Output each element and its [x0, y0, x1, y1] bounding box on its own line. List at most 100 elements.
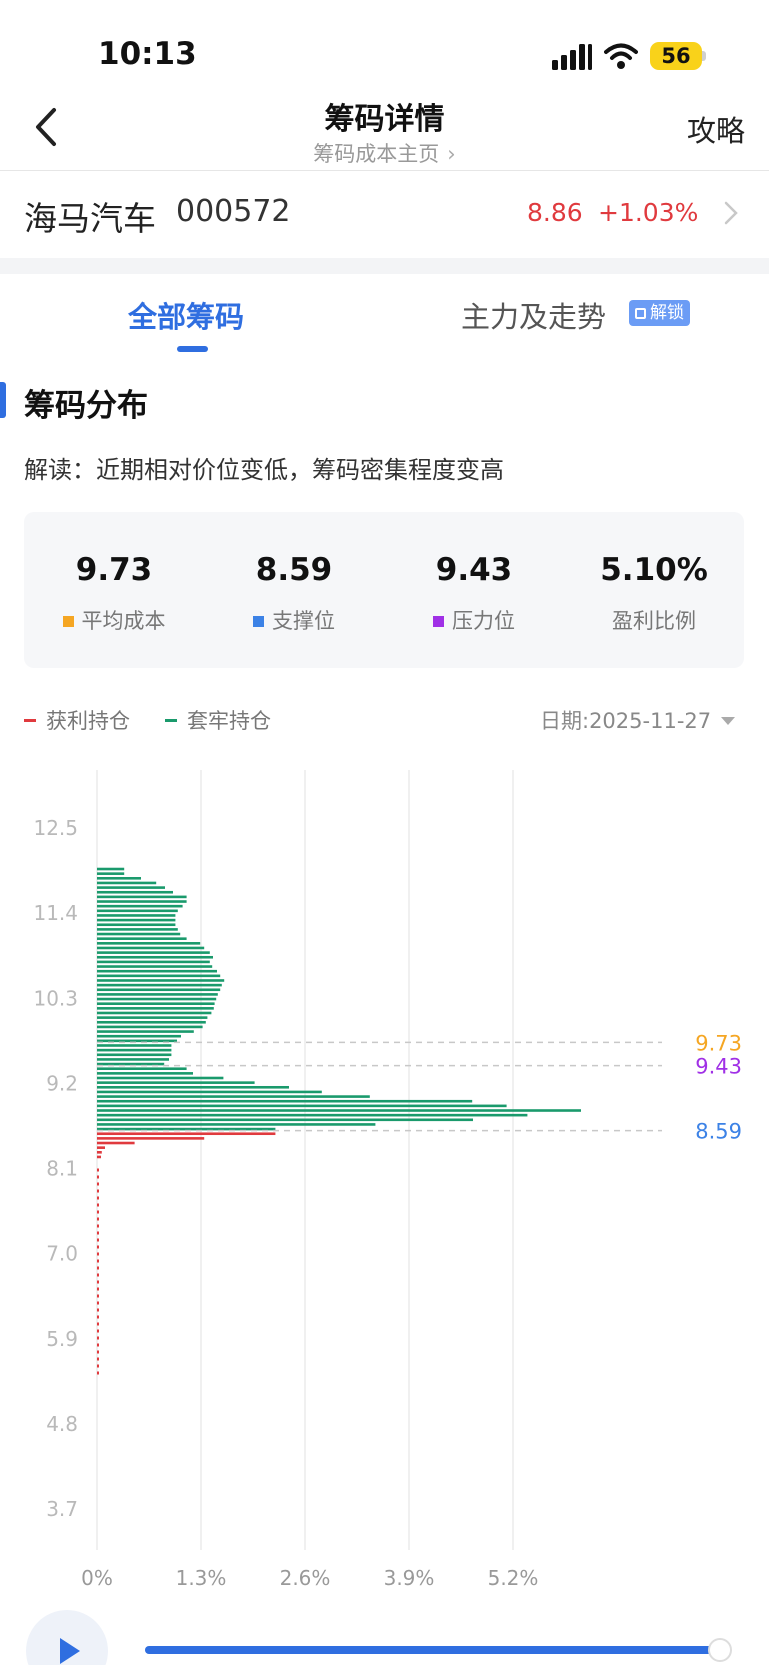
stat-pressure: 9.43 压力位: [384, 512, 564, 668]
y-tick-label: 12.5: [33, 816, 78, 840]
legend-label: 获利持仓: [46, 709, 130, 733]
stat-label: 支撑位: [272, 609, 335, 633]
section-separator: [0, 258, 769, 274]
stat-average-cost: 9.73 平均成本: [24, 512, 204, 668]
guide-button[interactable]: 攻略: [686, 114, 745, 148]
chip-bar: [97, 1085, 289, 1089]
x-tick-label: 2.6%: [280, 1566, 331, 1590]
section-title: 筹码分布: [24, 388, 148, 424]
pressure-dot: [433, 616, 444, 627]
date-selector[interactable]: 日期:2025-11-27: [540, 705, 736, 735]
chip-bar: [97, 965, 213, 968]
y-tick-label: 4.8: [46, 1412, 78, 1436]
chip-bar: [97, 1020, 206, 1024]
chip-bar: [97, 1034, 181, 1038]
chip-bar: [97, 979, 225, 982]
play-button[interactable]: [26, 1610, 108, 1665]
cost-home-label: 筹码成本主页: [313, 142, 440, 166]
lock-icon: [635, 308, 646, 319]
page-title: 筹码详情: [324, 102, 445, 137]
chip-bar: [97, 904, 183, 908]
chip-bar: [97, 923, 176, 927]
chip-bar: [97, 1076, 224, 1080]
chip-bar: [97, 960, 210, 964]
stock-name: 海马汽车: [24, 199, 156, 238]
legend-label: 套牢持仓: [187, 709, 271, 733]
chip-bar: [97, 895, 187, 899]
chip-bar: [97, 890, 173, 894]
y-tick-label: 8.1: [46, 1157, 78, 1181]
stock-price: 8.86: [527, 198, 583, 227]
chip-bar: [97, 1146, 105, 1149]
legend-trapped: 套牢持仓: [165, 705, 271, 735]
chip-bar: [97, 867, 125, 871]
stat-value: 9.43: [435, 552, 513, 588]
chip-bar: [97, 1104, 507, 1108]
x-tick-label: 0%: [81, 1566, 113, 1590]
chip-bar: [97, 1030, 194, 1033]
stat-value: 5.10%: [600, 552, 708, 588]
tab-all-chips[interactable]: 全部筹码: [128, 300, 245, 334]
tab-main-force[interactable]: 主力及走势: [461, 300, 607, 334]
chip-bar: [97, 1048, 172, 1052]
chip-bar: [97, 886, 165, 889]
interpretation-text: 解读：近期相对价位变低，筹码密集程度变高: [24, 456, 504, 484]
stats-panel: 9.73 平均成本 8.59 支撑位 9.43 压力位 5.10% 盈利比例: [24, 512, 744, 668]
chip-bar: [97, 932, 181, 936]
timeline-slider[interactable]: [145, 1646, 721, 1654]
chip-bar: [97, 937, 187, 940]
active-tab-indicator: [177, 346, 208, 352]
wifi-icon: [604, 43, 638, 69]
y-tick-label: 9.2: [46, 1071, 78, 1095]
chip-distribution-chart: 0% 1.3% 2.6% 3.9% 5.2% 12.5 11.4 10.3 9.2 8.1 7.0 5…: [33, 770, 742, 1590]
stat-profit-ratio: 5.10% 盈利比例: [564, 512, 744, 668]
stat-value: 9.73: [75, 552, 153, 588]
battery-indicator: 56: [650, 42, 702, 70]
chip-bar: [97, 1132, 276, 1136]
chip-bar: [97, 1053, 172, 1057]
chip-bar: [97, 900, 187, 903]
stat-label-row: 支撑位: [204, 605, 384, 635]
chip-bar: [97, 914, 176, 917]
stock-quote-row[interactable]: 海马汽车 000572 8.86 +1.03%: [0, 172, 769, 258]
chip-bar: [97, 1109, 581, 1112]
chip-bar: [97, 1025, 203, 1029]
chip-bar: [97, 1072, 193, 1075]
stock-code: 000572: [176, 194, 291, 229]
back-button[interactable]: [28, 102, 68, 152]
chip-bar: [97, 928, 178, 931]
y-tick-label: 7.0: [46, 1242, 78, 1266]
chevron-right-icon: ›: [447, 142, 456, 166]
profit-swatch: [24, 719, 36, 722]
chip-bar: [97, 1118, 473, 1122]
cost-home-link[interactable]: 筹码成本主页 ›: [0, 138, 769, 168]
chip-bar: [97, 1081, 255, 1084]
stat-label: 平均成本: [81, 609, 166, 633]
tab-bar: 全部筹码 主力及走势 解锁: [0, 274, 769, 354]
unlock-label: 解锁: [650, 303, 684, 323]
y-tick-label: 3.7: [46, 1497, 78, 1521]
stat-label-row: 平均成本: [24, 605, 204, 635]
support-dot: [253, 616, 264, 627]
stat-value: 8.59: [255, 552, 333, 588]
chip-bar: [97, 1099, 473, 1103]
status-time: 10:13: [98, 36, 197, 72]
chip-bar: [97, 1095, 370, 1098]
timeline-slider-handle[interactable]: [708, 1638, 732, 1662]
chip-bar: [97, 918, 176, 922]
divider: [0, 170, 769, 171]
reference-label: 8.59: [695, 1120, 742, 1144]
chip-bar: [97, 1137, 205, 1140]
chip-bar: [97, 1151, 102, 1154]
y-tick-label: 5.9: [46, 1327, 78, 1351]
stat-label: 压力位: [452, 609, 515, 633]
chip-bar: [97, 1039, 177, 1043]
legend-profit: 获利持仓: [24, 705, 130, 735]
chip-bar: [97, 1011, 212, 1015]
chip-bar: [97, 974, 221, 978]
unlock-badge[interactable]: 解锁: [629, 300, 690, 326]
stat-label: 盈利比例: [612, 609, 696, 633]
chip-bar: [97, 955, 213, 959]
battery-tip: [702, 51, 706, 61]
trapped-swatch: [165, 719, 177, 722]
